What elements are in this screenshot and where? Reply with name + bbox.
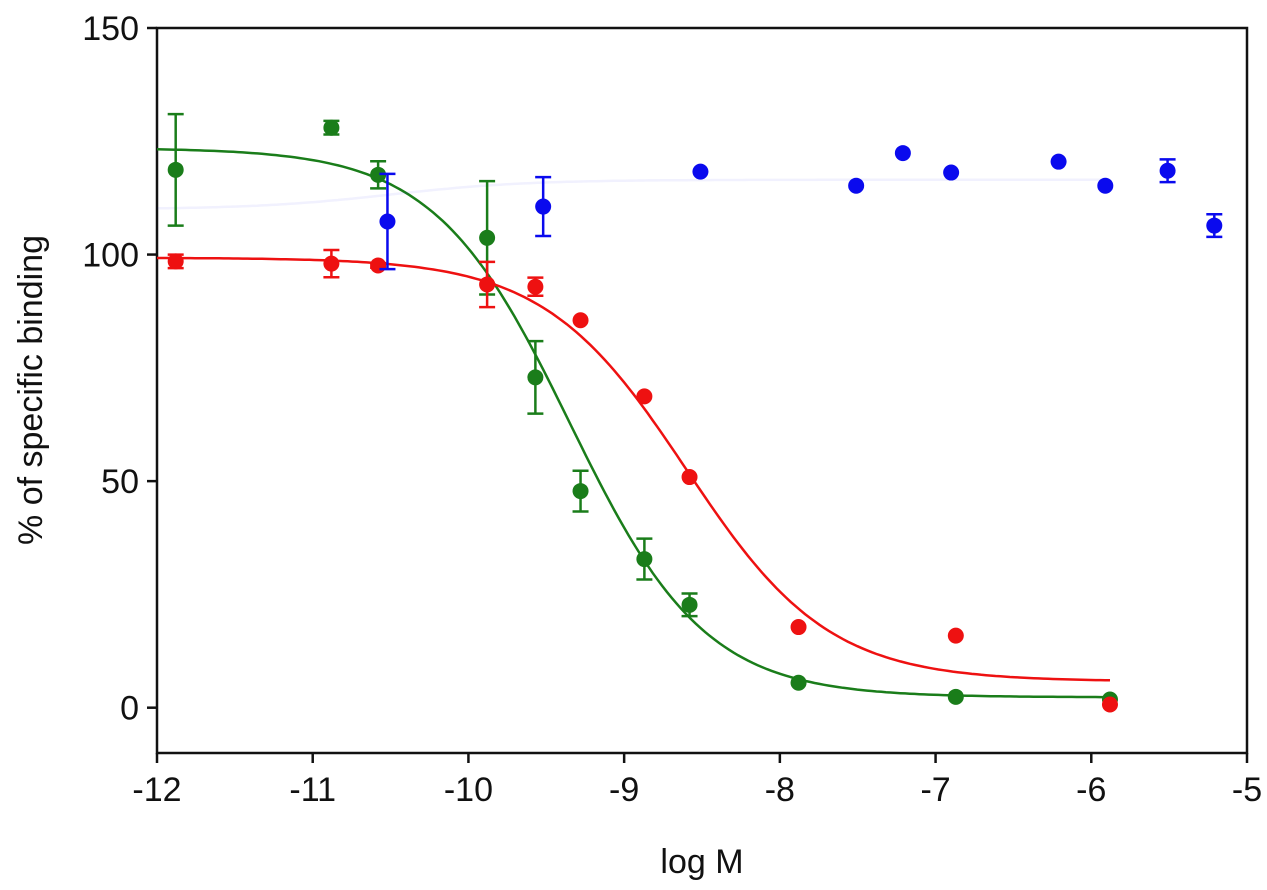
data-point-series-1 (527, 369, 544, 386)
data-point-series-2 (947, 627, 964, 644)
data-point-series-3 (894, 145, 911, 162)
y-tick-label: 100 (82, 237, 139, 275)
axes: -12 -11 -10 -9 -8 -7 -6 -5 0 50 100 150 (82, 10, 1262, 809)
data-point-series-1 (947, 688, 964, 705)
x-tick-label: -10 (444, 771, 493, 809)
data-point-series-1 (572, 483, 589, 500)
data-point-series-2 (323, 255, 340, 272)
data-point-series-2 (167, 253, 184, 270)
data-point-series-1 (370, 166, 387, 183)
data-point-series-2 (572, 312, 589, 329)
data-point-series-3 (943, 164, 960, 181)
fit-curve-series-2 (157, 256, 1111, 682)
data-point-series-3 (535, 198, 552, 215)
data-point-series-1 (323, 119, 340, 136)
data-point-series-3 (1097, 177, 1114, 194)
y-tick-label: 50 (101, 463, 139, 501)
data-point-series-1 (790, 674, 807, 691)
fit-curves (156, 148, 1111, 699)
x-tick-label: -11 (289, 771, 336, 809)
x-tick-label: -8 (765, 771, 795, 809)
data-point-series-1 (681, 596, 698, 613)
x-tick-label: -5 (1232, 771, 1262, 809)
x-tick-label: -9 (609, 771, 639, 809)
data-point-series-1 (636, 551, 653, 568)
x-tick-label: -7 (920, 771, 950, 809)
data-point-series-2 (636, 388, 653, 405)
data-point-series-3 (1159, 162, 1176, 179)
data-point-series-1 (479, 229, 496, 246)
data-point-series-2 (479, 276, 496, 293)
data-point-series-3 (379, 213, 396, 230)
y-axis-label: % of specific binding (12, 235, 50, 545)
data-point-series-3 (848, 177, 865, 194)
data-point-series-2 (1101, 696, 1118, 713)
data-point-series-1 (167, 161, 184, 178)
data-point-series-2 (370, 257, 387, 274)
fit-curve-series-1 (156, 148, 1110, 699)
x-axis-label: log M (660, 843, 743, 881)
y-tick-label: 0 (120, 690, 139, 728)
data-points (167, 112, 1223, 713)
fit-curve-series-3 (157, 178, 1110, 210)
data-point-series-3 (1050, 153, 1067, 170)
data-point-series-3 (1206, 217, 1223, 234)
x-tick-label: -6 (1076, 771, 1106, 809)
y-tick-label: 150 (82, 10, 139, 48)
data-point-series-3 (692, 163, 709, 180)
data-point-series-2 (790, 619, 807, 636)
data-point-series-2 (681, 469, 698, 486)
data-point-series-2 (527, 278, 544, 295)
plot-frame (155, 26, 1249, 755)
x-tick-label: -12 (132, 771, 181, 809)
